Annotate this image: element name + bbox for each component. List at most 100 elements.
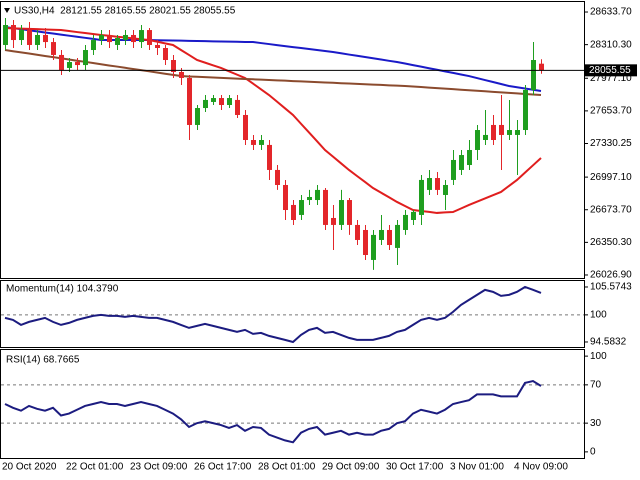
x-tick-label: 23 Oct 09:00 xyxy=(130,462,188,473)
y-tick-label: 100 xyxy=(590,351,607,362)
candle-body xyxy=(11,25,16,41)
candle-body xyxy=(467,149,472,166)
moving-average-line xyxy=(4,49,542,97)
candle-body xyxy=(427,178,432,190)
candle-body xyxy=(339,200,344,225)
candle-body xyxy=(91,40,96,51)
candle-body xyxy=(131,34,136,43)
candle-body xyxy=(211,98,216,102)
candle-body xyxy=(195,108,200,125)
candle-body xyxy=(363,229,368,255)
candle-body xyxy=(419,179,424,215)
candle-body xyxy=(163,48,168,61)
x-tick-label: 22 Oct 01:00 xyxy=(66,462,124,473)
last-price-box xyxy=(585,64,637,77)
candle-body xyxy=(411,211,416,220)
x-tick-label: 30 Oct 17:00 xyxy=(386,462,444,473)
candle-body xyxy=(99,34,104,41)
candle-body xyxy=(515,130,520,135)
candle-body xyxy=(499,124,504,135)
candle-body xyxy=(371,234,376,260)
candle-body xyxy=(387,229,392,246)
candle-body xyxy=(107,34,112,43)
candle-body xyxy=(243,114,248,140)
candle-body xyxy=(491,124,496,140)
candle-body xyxy=(267,144,272,170)
y-tick-label: 70 xyxy=(590,379,602,390)
y-tick-label: 26673.70 xyxy=(590,204,632,215)
candle-body xyxy=(539,63,544,71)
candle-body xyxy=(59,54,64,70)
y-tick-label: 27330.25 xyxy=(590,138,632,149)
x-tick-label: 20 Oct 2020 xyxy=(2,462,57,473)
candle-body xyxy=(147,30,152,45)
candle-body xyxy=(75,62,80,66)
candle-body xyxy=(227,98,232,105)
candle-body xyxy=(219,98,224,105)
candle-body xyxy=(379,229,384,240)
candle-body xyxy=(331,217,336,225)
candle-body xyxy=(139,30,144,43)
candle-body xyxy=(307,196,312,201)
panel-title: US30,H4 28121.55 28165.55 28021.55 28055… xyxy=(14,6,236,17)
candle-body xyxy=(299,200,304,215)
candle-body xyxy=(483,134,488,140)
candle-body xyxy=(459,155,464,170)
y-tick-label: 26026.90 xyxy=(590,270,632,281)
candle-body xyxy=(155,44,160,48)
y-tick-label: 27977.10 xyxy=(590,73,632,84)
candle-body xyxy=(323,189,328,225)
x-tick-label: 26 Oct 17:00 xyxy=(194,462,252,473)
y-tick-label: 26350.30 xyxy=(590,237,632,248)
indicator-line xyxy=(4,285,542,344)
candle-body xyxy=(403,214,408,230)
candle-body xyxy=(507,130,512,135)
y-tick-label: 26997.10 xyxy=(590,172,632,183)
panel-title: Momentum(14) 104.3790 xyxy=(6,284,119,295)
panel-title: RSI(14) 68.7665 xyxy=(6,355,80,366)
y-tick-label: 30 xyxy=(590,418,602,429)
candle-body xyxy=(475,130,480,150)
candle-body xyxy=(179,72,184,78)
candle-body xyxy=(259,140,264,145)
symbol-menu-icon xyxy=(4,8,10,13)
x-tick-label: 3 Nov 01:00 xyxy=(450,462,504,473)
candle-body xyxy=(291,204,296,220)
candle-body xyxy=(187,77,192,125)
last-price-label: 28055.55 xyxy=(589,65,631,76)
candle-body xyxy=(27,30,32,45)
candle-body xyxy=(115,38,120,45)
main-panel-frame xyxy=(0,1,585,279)
y-tick-label: 28633.70 xyxy=(590,7,632,18)
candle-body xyxy=(235,99,240,115)
candle-body xyxy=(171,60,176,73)
moving-average-line xyxy=(4,27,542,214)
candle-body xyxy=(435,178,440,190)
candle-body xyxy=(83,50,88,66)
indicator-line xyxy=(4,379,542,444)
candle-body xyxy=(395,224,400,248)
candle-body xyxy=(443,184,448,195)
moving-average-line xyxy=(4,26,542,92)
y-tick-label: 0 xyxy=(590,447,596,458)
rsi-panel-frame xyxy=(0,349,585,459)
candle-body xyxy=(315,189,320,201)
candle-body xyxy=(531,60,536,90)
momentum-panel-frame xyxy=(0,280,585,348)
candle-body xyxy=(283,184,288,211)
candle-body xyxy=(251,140,256,145)
candle-body xyxy=(35,34,40,45)
candle-body xyxy=(67,62,72,68)
candle-body xyxy=(347,200,352,225)
candle-body xyxy=(275,169,280,185)
candle-body xyxy=(51,42,56,55)
candle-body xyxy=(523,89,528,131)
x-tick-label: 4 Nov 09:00 xyxy=(514,462,568,473)
candle-body xyxy=(19,30,24,41)
candle-body xyxy=(451,159,456,180)
candle-body xyxy=(355,224,360,240)
y-tick-label: 94.5832 xyxy=(590,337,627,348)
